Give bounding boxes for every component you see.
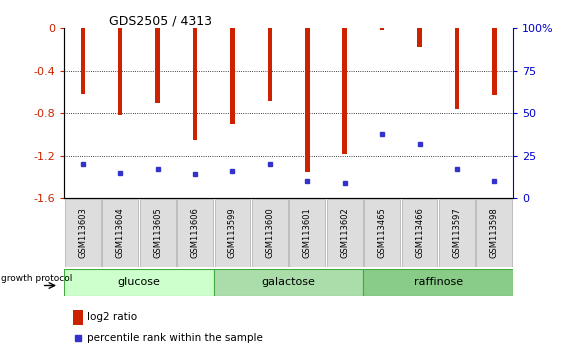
Text: log2 ratio: log2 ratio (87, 312, 138, 322)
Bar (102, 199, 138, 267)
Bar (492, 28, 497, 95)
Bar (268, 28, 272, 101)
Bar (326, 199, 363, 267)
Text: percentile rank within the sample: percentile rank within the sample (87, 332, 264, 343)
Bar (439, 199, 475, 267)
Text: GSM113597: GSM113597 (452, 207, 461, 258)
Text: glucose: glucose (118, 277, 160, 287)
Text: growth protocol: growth protocol (1, 274, 73, 283)
Text: GSM113465: GSM113465 (378, 207, 387, 258)
Text: GSM113603: GSM113603 (78, 207, 87, 258)
Text: GSM113605: GSM113605 (153, 207, 162, 258)
Bar (417, 28, 422, 47)
Bar (193, 28, 197, 140)
Text: GSM113599: GSM113599 (228, 207, 237, 258)
Text: GSM113600: GSM113600 (265, 207, 275, 258)
Bar (476, 199, 512, 267)
Bar (455, 28, 459, 109)
Bar (289, 199, 325, 267)
Bar (140, 199, 175, 267)
Bar (305, 28, 310, 172)
Bar (73, 309, 83, 325)
Bar (380, 28, 384, 30)
Bar (342, 28, 347, 154)
Text: GSM113601: GSM113601 (303, 207, 312, 258)
Bar (214, 269, 363, 296)
Text: GSM113606: GSM113606 (191, 207, 199, 258)
Bar (402, 199, 437, 267)
Bar (364, 199, 400, 267)
Bar (215, 199, 251, 267)
Text: GSM113602: GSM113602 (340, 207, 349, 258)
Bar (230, 28, 235, 124)
Text: GDS2505 / 4313: GDS2505 / 4313 (109, 14, 212, 27)
Bar (118, 28, 122, 115)
Bar (65, 199, 101, 267)
Text: GSM113598: GSM113598 (490, 207, 499, 258)
Bar (80, 28, 85, 94)
Bar (177, 199, 213, 267)
Bar (252, 199, 288, 267)
Text: GSM113604: GSM113604 (116, 207, 125, 258)
Bar (64, 269, 214, 296)
Bar (156, 28, 160, 103)
Text: raffinose: raffinose (414, 277, 463, 287)
Text: galactose: galactose (262, 277, 315, 287)
Bar (363, 269, 513, 296)
Text: GSM113466: GSM113466 (415, 207, 424, 258)
